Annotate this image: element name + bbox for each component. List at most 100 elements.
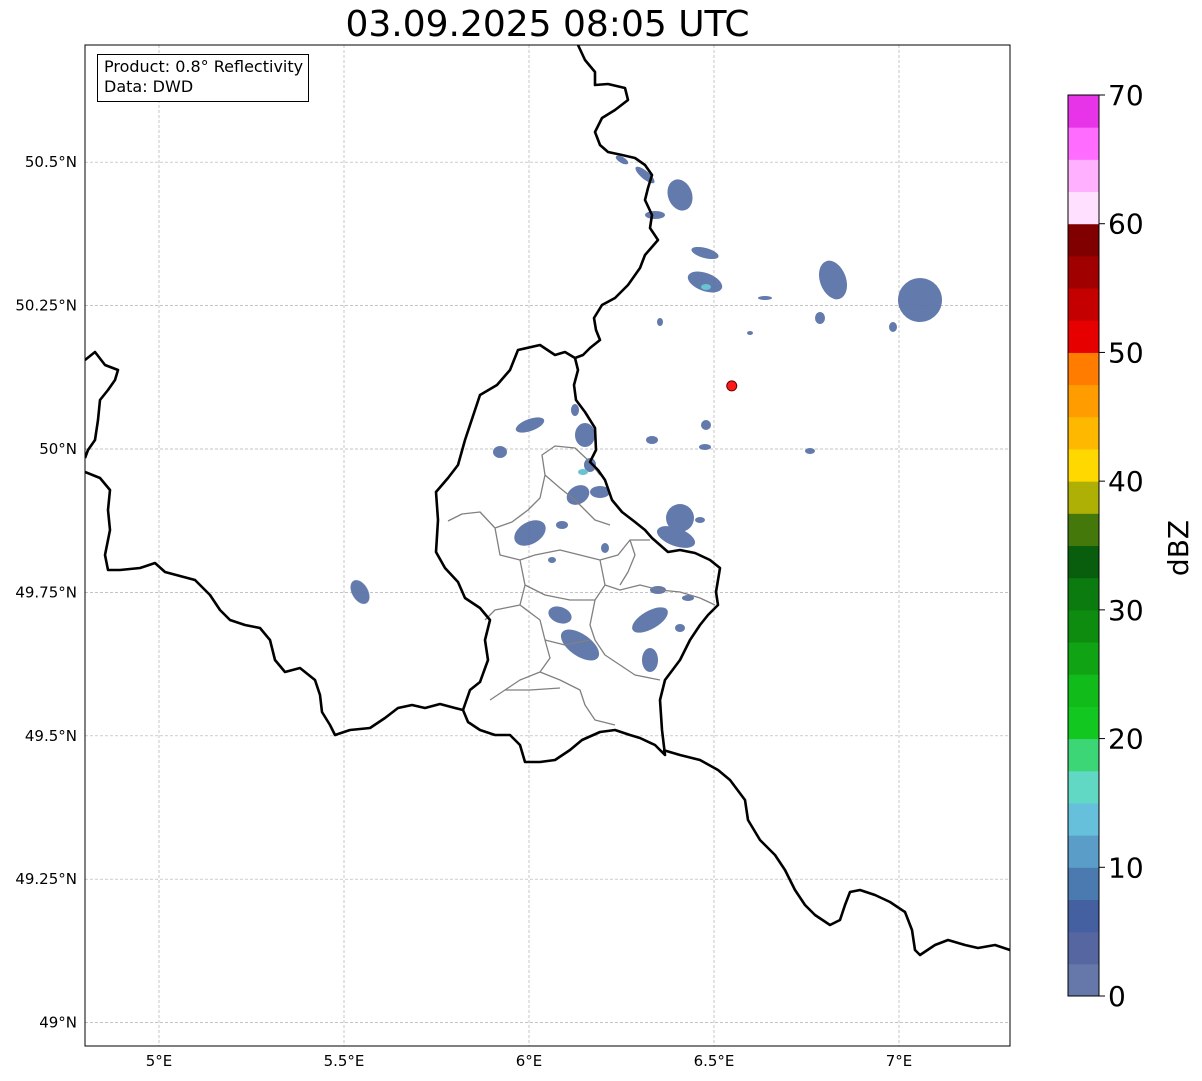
echo-cell [548,557,556,563]
echo-cell [566,485,590,505]
lat-tick-label: 49.25°N [15,870,77,888]
colorbar-segment [1068,899,1099,933]
colorbar-segment [1068,706,1099,740]
colorbar-segment [1068,577,1099,611]
lat-tick-label: 49°N [39,1014,77,1032]
echo-cell [556,521,568,529]
echo-cell [675,624,685,632]
precipitation-echoes [350,155,942,672]
colorbar-segment [1068,931,1099,965]
map-title: 03.09.2025 08:05 UTC [345,4,750,45]
echo-cell [695,517,705,523]
echo-cell [548,606,572,624]
echo-cell [493,446,507,458]
echo-cell [758,296,772,300]
echo-cell [656,526,696,548]
country-border-luxembourg [434,343,722,764]
colorbar-segment [1068,384,1099,418]
product-info-box: Product: 0.8° Reflectivity Data: DWD [97,54,310,102]
colorbar-tick-label: 40 [1108,465,1144,498]
echo-cell [601,543,609,553]
lon-tick-label: 5°E [146,1052,173,1070]
colorbar-segment [1068,288,1099,321]
colorbar-segment [1068,255,1099,289]
echo-cell [747,331,753,335]
echo-cell [575,423,595,447]
radar-site-marker [726,380,738,392]
lat-tick-label: 49.5°N [25,727,77,745]
colorbar-segment [1068,609,1099,643]
colorbar-tick-label: 50 [1108,336,1144,369]
colorbar-tick-label: 30 [1108,594,1144,627]
colorbar-segment [1068,513,1099,546]
echo-cell [615,155,629,165]
echo-cell [642,648,658,672]
echo-cell [898,278,942,322]
echo-cell [699,444,711,450]
canton-boundaries [447,445,716,726]
echo-cell [645,211,665,219]
colorbar-segment [1068,127,1099,160]
echo-cell [350,580,370,604]
colorbar-segment [1068,416,1099,450]
latitude-labels: 50.5°N 50.25°N 50°N 49.75°N 49.5°N 49.25°N 49°… [15,153,77,1031]
lon-tick-label: 6.5°E [694,1052,735,1070]
colorbar-tick-label: 60 [1108,208,1144,241]
echo-cell [667,179,693,211]
colorbar-segment [1068,448,1099,482]
colorbar-segment [1068,191,1099,225]
country-border-north-west [85,350,120,459]
echo-cell [805,448,815,454]
echo-cell [571,404,579,416]
echo-cell [646,436,658,444]
echo-cell [701,420,711,430]
echo-cell [578,469,588,475]
country-border-germany-south [662,748,1010,957]
colorbar-segment [1068,352,1099,386]
colorbar-segment [1068,802,1099,836]
lon-tick-label: 6°E [516,1052,543,1070]
colorbar-segment [1068,642,1099,675]
country-border-belgium-france [85,470,464,737]
colorbar-tick-label: 0 [1108,980,1126,1013]
echo-cell [584,458,596,472]
echo-cell [682,595,694,601]
colorbar-segment [1068,770,1099,804]
gridlines [85,45,1010,1046]
colorbar-label: dBZ [1162,520,1195,576]
lat-tick-label: 50.5°N [25,153,77,171]
lon-tick-label: 7°E [886,1052,913,1070]
colorbar [1067,94,1100,997]
echo-cell [691,246,719,260]
echo-cell [815,312,825,324]
colorbar-segment [1068,835,1099,868]
longitude-labels: 5°E 5.5°E 6°E 6.5°E 7°E [146,1052,913,1070]
echo-cell [590,486,610,498]
colorbar-segment [1068,95,1099,128]
colorbar-frame [1067,94,1100,997]
colorbar-segment [1068,867,1099,900]
lon-tick-label: 5.5°E [324,1052,365,1070]
data-source-label: Data: DWD [104,77,194,96]
echo-cell [701,284,711,290]
echo-cell [514,520,546,546]
lat-tick-label: 49.75°N [15,583,77,601]
echo-cell [515,417,545,433]
lat-tick-label: 50.25°N [15,297,77,315]
echo-cell [818,260,848,300]
colorbar-segment [1068,223,1099,257]
colorbar-ticks: 0 10 20 30 40 50 60 70 [1099,79,1144,1013]
echo-cell [666,504,694,532]
colorbar-segment [1068,320,1099,353]
colorbar-segment [1068,963,1099,997]
colorbar-tick-label: 10 [1108,851,1144,884]
colorbar-segment [1068,545,1099,579]
echo-cell [657,318,663,326]
colorbar-tick-label: 20 [1108,723,1144,756]
echo-cell [889,322,897,332]
plot-frame [84,44,1011,1047]
lat-tick-label: 50°N [39,440,77,458]
colorbar-segment [1068,738,1099,772]
echo-cell [560,629,600,661]
